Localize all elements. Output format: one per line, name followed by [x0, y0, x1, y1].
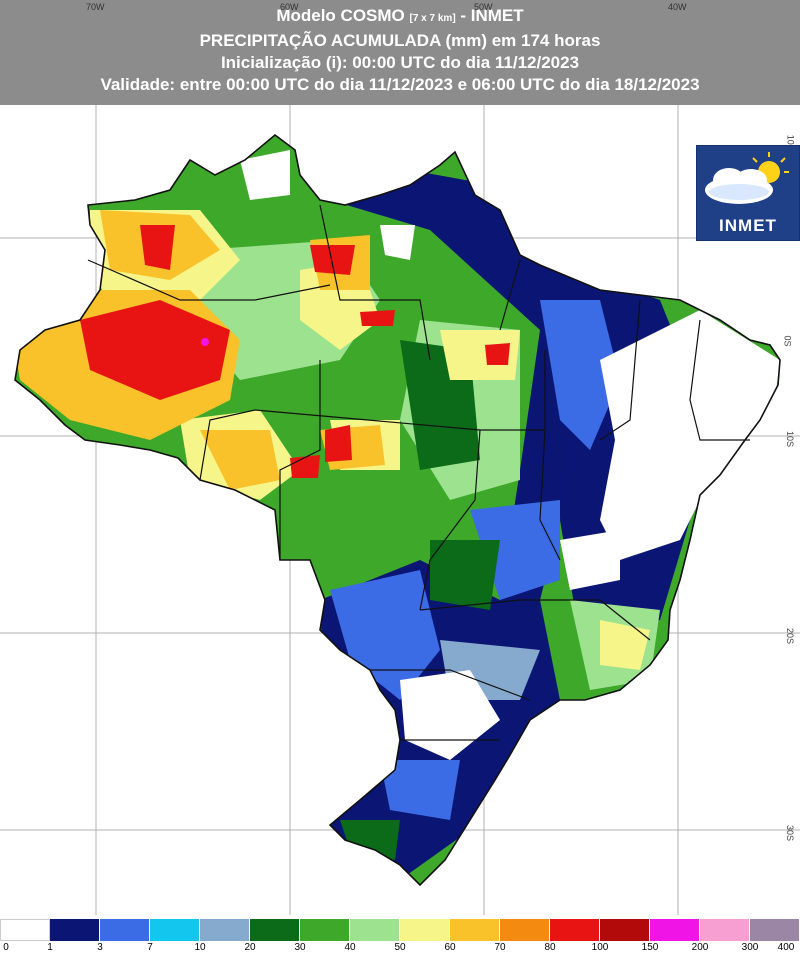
- legend-tick-label: 400: [777, 942, 795, 953]
- precipitation-map: 10N 0S 10S 20S 30S: [0, 105, 800, 915]
- legend-tick-label: 300: [741, 942, 759, 953]
- legend-tick-label: 30: [294, 942, 306, 953]
- cloud-sun-icon: [705, 152, 789, 204]
- lat-label-0s: 0S: [782, 335, 793, 347]
- precipitation-legend: 0 1 3 7 10 20 30 40 50 60 70 80 100 150 200 300 400: [0, 915, 800, 957]
- legend-tick-label: 80: [544, 942, 556, 953]
- legend-tick-label: 100: [591, 942, 609, 953]
- map-subtitle: PRECIPITAÇÃO ACUMULADA (mm) em 174 horas: [199, 31, 601, 50]
- legend-swatch: [150, 919, 200, 941]
- legend-swatch: [600, 919, 650, 941]
- lon-label-50w: 50W: [474, 2, 493, 12]
- legend-swatch: [50, 919, 100, 941]
- legend-tick-label: 0: [3, 942, 9, 953]
- lat-label-20s: 20S: [785, 627, 796, 645]
- legend-tick-label: 70: [494, 942, 506, 953]
- logo-text: INMET: [719, 216, 777, 235]
- grid-resolution: [7 x 7 km]: [409, 13, 456, 24]
- legend-swatch: [200, 919, 250, 941]
- precipitation-field: [15, 135, 780, 885]
- legend-swatch: [100, 919, 150, 941]
- legend-tick-label: 150: [641, 942, 659, 953]
- lon-label-70w: 70W: [86, 2, 105, 12]
- legend-swatch: [300, 919, 350, 941]
- legend-tick-label: 40: [344, 942, 356, 953]
- legend-swatch: [550, 919, 600, 941]
- lon-label-60w: 60W: [280, 2, 299, 12]
- legend-swatch: [0, 919, 50, 941]
- legend-tick-label: 200: [691, 942, 709, 953]
- legend-tick-label: 50: [394, 942, 406, 953]
- legend-tick-label: 1: [47, 942, 53, 953]
- lon-label-40w: 40W: [668, 2, 687, 12]
- legend-swatch: [250, 919, 300, 941]
- legend-swatch: [650, 919, 700, 941]
- map-header: Modelo COSMO [7 x 7 km] - INMET PRECIPIT…: [0, 0, 800, 105]
- lat-label-30s: 30S: [785, 824, 796, 842]
- legend-swatch: [750, 919, 800, 941]
- source-name: - INMET: [460, 6, 524, 25]
- legend-tick-label: 20: [244, 942, 256, 953]
- state-borders: [14, 134, 781, 886]
- legend-swatch: [700, 919, 750, 941]
- legend-swatch: [500, 919, 550, 941]
- model-title: Modelo COSMO: [276, 6, 405, 25]
- lat-label-10s: 10S: [785, 430, 796, 448]
- legend-tick-label: 10: [194, 942, 206, 953]
- validity-period: Validade: entre 00:00 UTC do dia 11/12/2…: [100, 75, 700, 94]
- legend-swatch: [450, 919, 500, 941]
- map-canvas: [0, 105, 800, 915]
- legend-tick-label: 7: [147, 942, 153, 953]
- legend-swatch: [350, 919, 400, 941]
- legend-swatch: [400, 919, 450, 941]
- initialization-time: Inicialização (i): 00:00 UTC do dia 11/1…: [220, 53, 580, 72]
- legend-tick-label: 3: [97, 942, 103, 953]
- title-line: Modelo COSMO [7 x 7 km] - INMET: [0, 0, 800, 30]
- inmet-logo: INMET: [696, 145, 800, 241]
- legend-tick-label: 60: [444, 942, 456, 953]
